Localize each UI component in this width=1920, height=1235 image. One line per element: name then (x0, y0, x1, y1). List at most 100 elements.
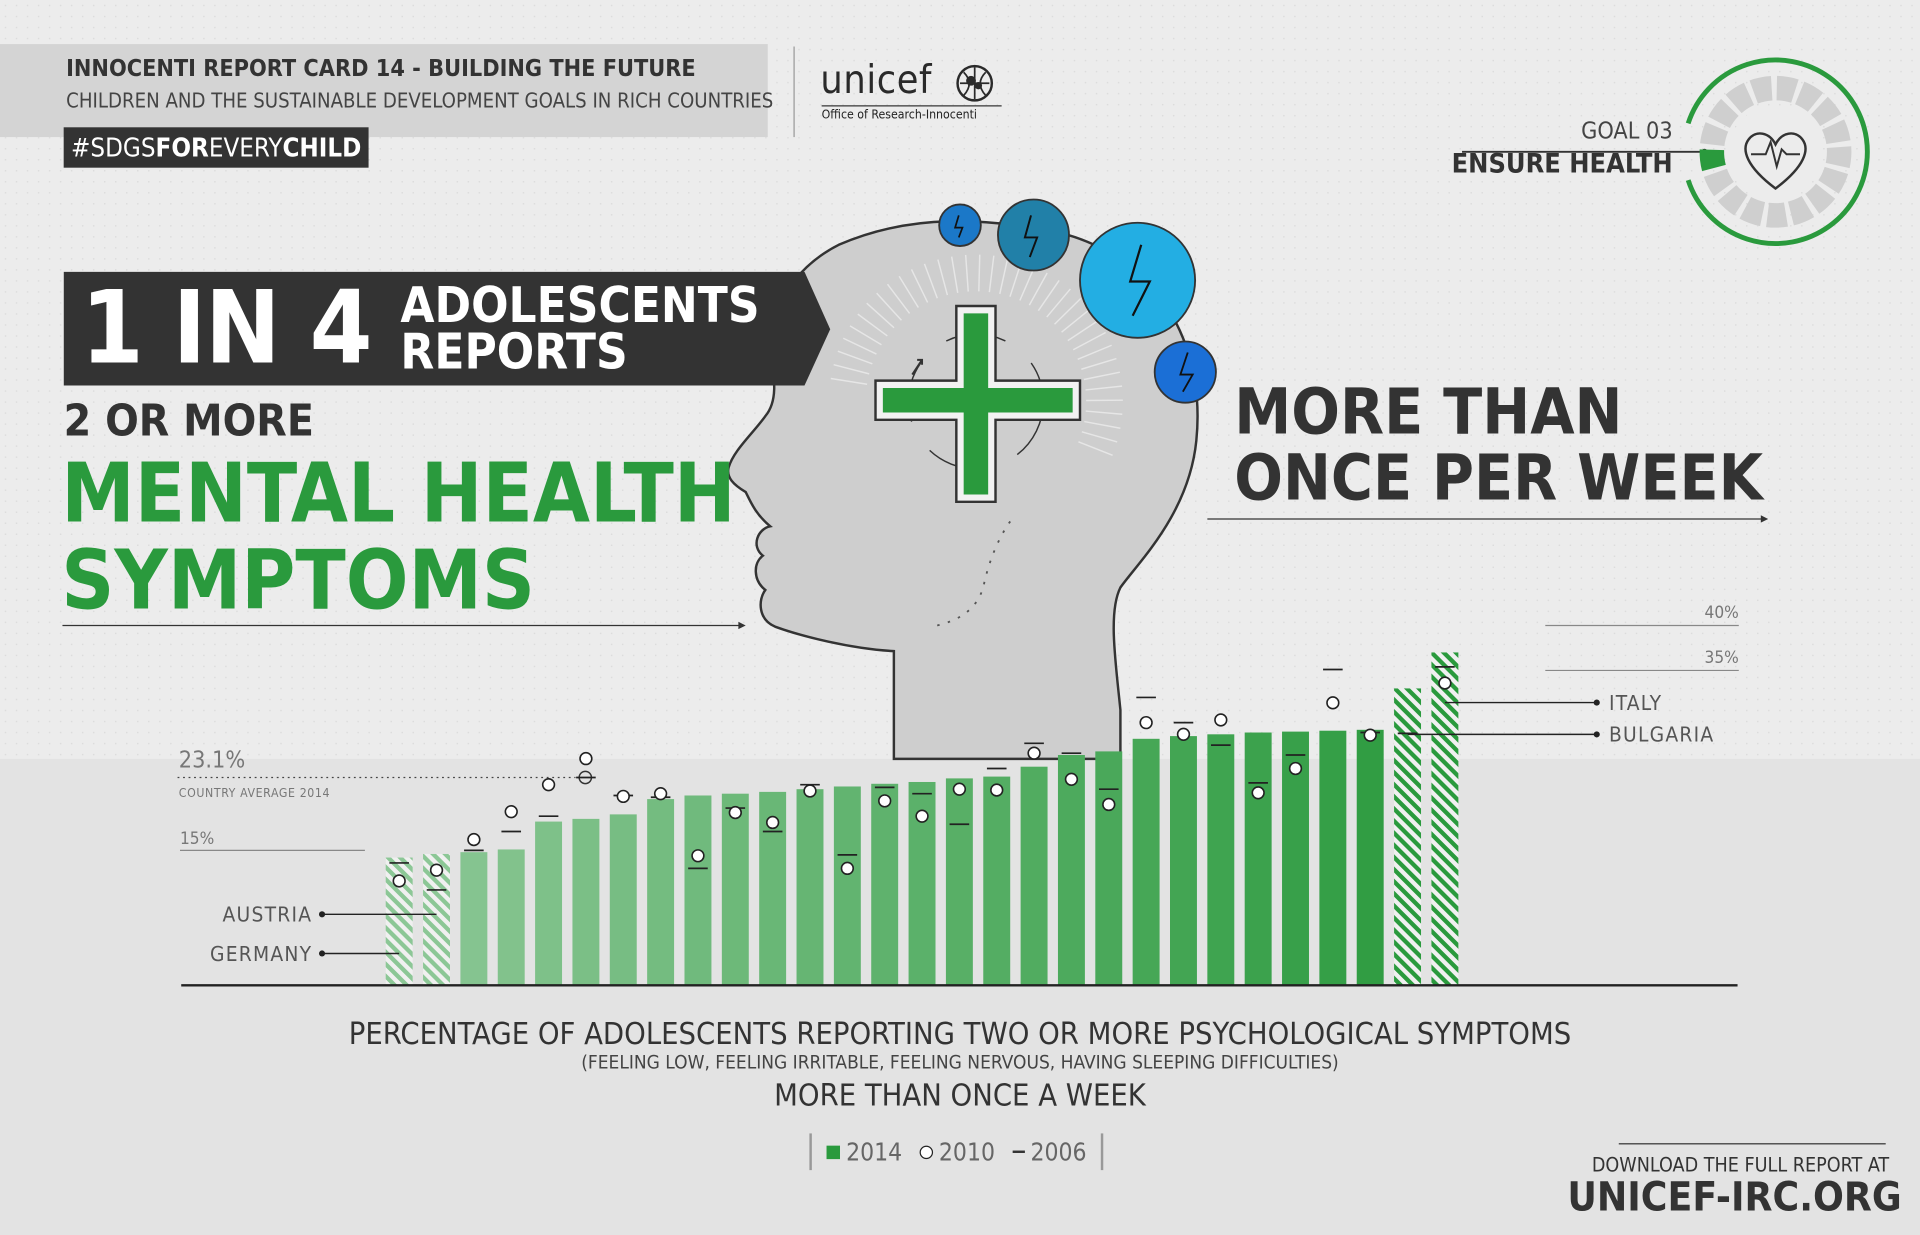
header-divider (793, 46, 795, 138)
bar-2014 (1431, 652, 1459, 986)
marker-2010 (728, 805, 742, 820)
download-link[interactable]: UNICEF-IRC.ORG (1567, 1172, 1902, 1221)
goal-segment (1795, 81, 1824, 112)
thought-ray (950, 256, 959, 293)
lightning-icon (953, 215, 964, 238)
thought-ray (1085, 385, 1123, 391)
bar-2014 (460, 852, 488, 986)
frequency-underline-arrow (1207, 515, 1769, 523)
marker-2010 (616, 789, 630, 804)
unicef-emblem-icon (956, 64, 994, 102)
marker-2010 (915, 809, 929, 823)
marker-2010 (1139, 715, 1153, 730)
marker-2010 (1251, 786, 1265, 800)
thought-ray (833, 363, 870, 375)
average-caption: COUNTRY AVERAGE 2014 (179, 786, 330, 800)
headline-adolescents: ADOLESCENTS (400, 277, 760, 335)
marker-2010 (653, 787, 668, 801)
thought-ray (886, 283, 911, 314)
lightning-bubbles (938, 198, 1217, 404)
marker-2010 (840, 861, 855, 876)
report-subtitle: CHILDREN AND THE SUSTAINABLE DEVELOPMENT… (66, 89, 774, 113)
callout-dot (318, 911, 326, 918)
thought-ray (978, 254, 981, 292)
bar-2014 (1356, 729, 1384, 986)
goal-wheel-graphic (1462, 57, 1870, 246)
chart-subtitle: (FEELING LOW, FEELING IRRITABLE, FEELING… (581, 1051, 1339, 1074)
thought-ray (837, 350, 873, 365)
chart-frequency-label: MORE THAN ONCE A WEEK (774, 1077, 1146, 1113)
goal-title: ENSURE HEALTH (1451, 149, 1673, 180)
bar-2014 (1244, 732, 1272, 986)
legend-circle-swatch (919, 1145, 933, 1159)
marker-2010 (1176, 727, 1191, 741)
thought-ray (1083, 371, 1121, 381)
hashtag-part: #SDGS (71, 133, 156, 163)
goal-segment (1776, 75, 1799, 103)
hashtag-badge[interactable]: #SDGSFOREVERYCHILD (63, 127, 369, 168)
heart-icon (1744, 132, 1807, 191)
country-label: AUSTRIA (223, 903, 313, 927)
bar-2014 (1394, 688, 1422, 986)
thought-ray (1046, 288, 1071, 318)
head-illustration (726, 198, 1217, 761)
lightning-bubble-right (1153, 340, 1217, 404)
marker-2010 (1438, 676, 1452, 690)
goal-segment (1700, 122, 1729, 147)
lightning-icon (1023, 215, 1039, 258)
legend-item-2014: 2014 (826, 1137, 903, 1167)
thought-ray (849, 325, 882, 346)
country-label: ITALY (1609, 691, 1662, 715)
goal-segment (1787, 196, 1815, 226)
legend-item-2006: 2006 (1012, 1137, 1087, 1167)
bar-2014 (1170, 736, 1197, 986)
bar-2014 (609, 814, 637, 986)
marker-2010 (1288, 761, 1303, 776)
thought-ray (1085, 410, 1123, 415)
goal-ring (1685, 57, 1870, 246)
bar-2014 (1020, 766, 1048, 986)
bar-2014 (796, 789, 824, 986)
thought-ray (1081, 357, 1117, 370)
marker-2010 (1027, 746, 1041, 760)
thought-ray (988, 255, 995, 293)
legend-item-2010: 2010 (919, 1137, 995, 1166)
marker-2010 (878, 794, 892, 808)
marker-2010 (1214, 713, 1228, 727)
lightning-bubble-small (938, 203, 982, 247)
marker-2010 (952, 782, 967, 796)
hashtag-part: FOR (155, 133, 209, 163)
bar-2014 (535, 821, 563, 986)
goal-segment (1703, 168, 1734, 197)
thought-ray (1072, 331, 1107, 351)
headline-topic-line2: SYMPTOMS (61, 532, 536, 628)
thought-ray (964, 254, 969, 292)
headline-underline-arrow (62, 621, 746, 630)
unicef-logo-subtitle: Office of Research-Innocenti (821, 108, 977, 123)
thought-ray (999, 257, 1009, 295)
lightning-bubble-medium (997, 198, 1070, 272)
ref-label-15: 15% (180, 829, 214, 849)
goal-segment (1821, 119, 1851, 144)
goal-segment (1699, 149, 1726, 172)
legend-label: 2006 (1030, 1137, 1087, 1167)
bar-2014 (833, 786, 861, 986)
chart-title: PERCENTAGE OF ADOLESCENTS REPORTING TWO … (348, 1015, 1572, 1052)
logo-rule (821, 105, 1002, 107)
legend-label: 2014 (846, 1137, 903, 1167)
ref-label: 40% (1705, 603, 1739, 623)
marker-2010 (1326, 696, 1340, 710)
header-band (0, 44, 768, 138)
callout-dot (318, 950, 326, 957)
bar-2014 (497, 849, 525, 986)
download-label: DOWNLOAD THE FULL REPORT AT (1591, 1152, 1890, 1177)
thought-ray (937, 259, 949, 296)
thought-ray (1078, 441, 1113, 456)
average-value-label: 23.1% (179, 747, 245, 774)
marker-2010 (990, 783, 1004, 797)
chart-legend: 2014 2010 2006 (809, 1133, 1104, 1171)
thought-ray (1061, 308, 1091, 333)
lightning-icon (1179, 352, 1195, 393)
goal-segment (1810, 96, 1842, 127)
